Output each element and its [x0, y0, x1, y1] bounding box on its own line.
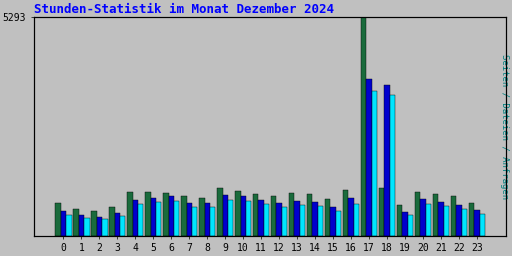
Bar: [289, 193, 294, 236]
Bar: [390, 95, 395, 236]
Bar: [385, 85, 390, 236]
Bar: [462, 209, 467, 236]
Bar: [55, 202, 61, 236]
Bar: [192, 207, 198, 236]
Bar: [110, 207, 115, 236]
Bar: [163, 194, 168, 236]
Bar: [181, 196, 186, 236]
Bar: [73, 209, 79, 236]
Bar: [480, 214, 485, 236]
Bar: [402, 212, 408, 236]
Bar: [186, 202, 192, 236]
Bar: [199, 198, 205, 236]
Bar: [354, 204, 359, 236]
Bar: [294, 201, 300, 236]
Y-axis label: Seiten / Dateien / Anfragen: Seiten / Dateien / Anfragen: [500, 54, 509, 199]
Bar: [325, 199, 330, 236]
Text: Stunden-Statistik im Monat Dezember 2024: Stunden-Statistik im Monat Dezember 2024: [34, 3, 334, 16]
Bar: [264, 204, 269, 236]
Bar: [271, 196, 276, 236]
Bar: [469, 202, 474, 236]
Bar: [102, 219, 108, 236]
Bar: [133, 200, 138, 236]
Bar: [433, 194, 438, 236]
Bar: [151, 198, 156, 236]
Bar: [97, 217, 102, 236]
Bar: [127, 192, 133, 236]
Bar: [210, 208, 216, 236]
Bar: [336, 211, 341, 236]
Bar: [415, 192, 420, 236]
Bar: [205, 203, 210, 236]
Bar: [259, 200, 264, 236]
Bar: [174, 201, 179, 236]
Bar: [397, 205, 402, 236]
Bar: [330, 207, 336, 236]
Bar: [276, 202, 282, 236]
Bar: [84, 218, 90, 236]
Bar: [253, 194, 259, 236]
Bar: [138, 204, 143, 236]
Bar: [246, 201, 251, 236]
Bar: [235, 191, 241, 236]
Bar: [443, 206, 449, 236]
Bar: [420, 199, 425, 236]
Bar: [379, 188, 385, 236]
Bar: [318, 206, 323, 236]
Bar: [282, 207, 287, 236]
Bar: [79, 215, 84, 236]
Bar: [91, 211, 97, 236]
Bar: [451, 196, 456, 236]
Bar: [300, 205, 305, 236]
Bar: [168, 196, 174, 236]
Bar: [408, 215, 413, 236]
Bar: [456, 205, 462, 236]
Bar: [372, 91, 377, 236]
Bar: [241, 196, 246, 236]
Bar: [343, 190, 348, 236]
Bar: [61, 211, 66, 236]
Bar: [425, 204, 431, 236]
Bar: [367, 79, 372, 236]
Bar: [438, 202, 443, 236]
Bar: [348, 198, 354, 236]
Bar: [145, 192, 151, 236]
Bar: [307, 194, 312, 236]
Bar: [120, 216, 125, 236]
Bar: [66, 215, 72, 236]
Bar: [217, 188, 223, 236]
Bar: [223, 195, 228, 236]
Bar: [361, 17, 367, 236]
Bar: [115, 213, 120, 236]
Bar: [156, 202, 161, 236]
Bar: [474, 210, 480, 236]
Bar: [312, 202, 318, 236]
Bar: [228, 200, 233, 236]
